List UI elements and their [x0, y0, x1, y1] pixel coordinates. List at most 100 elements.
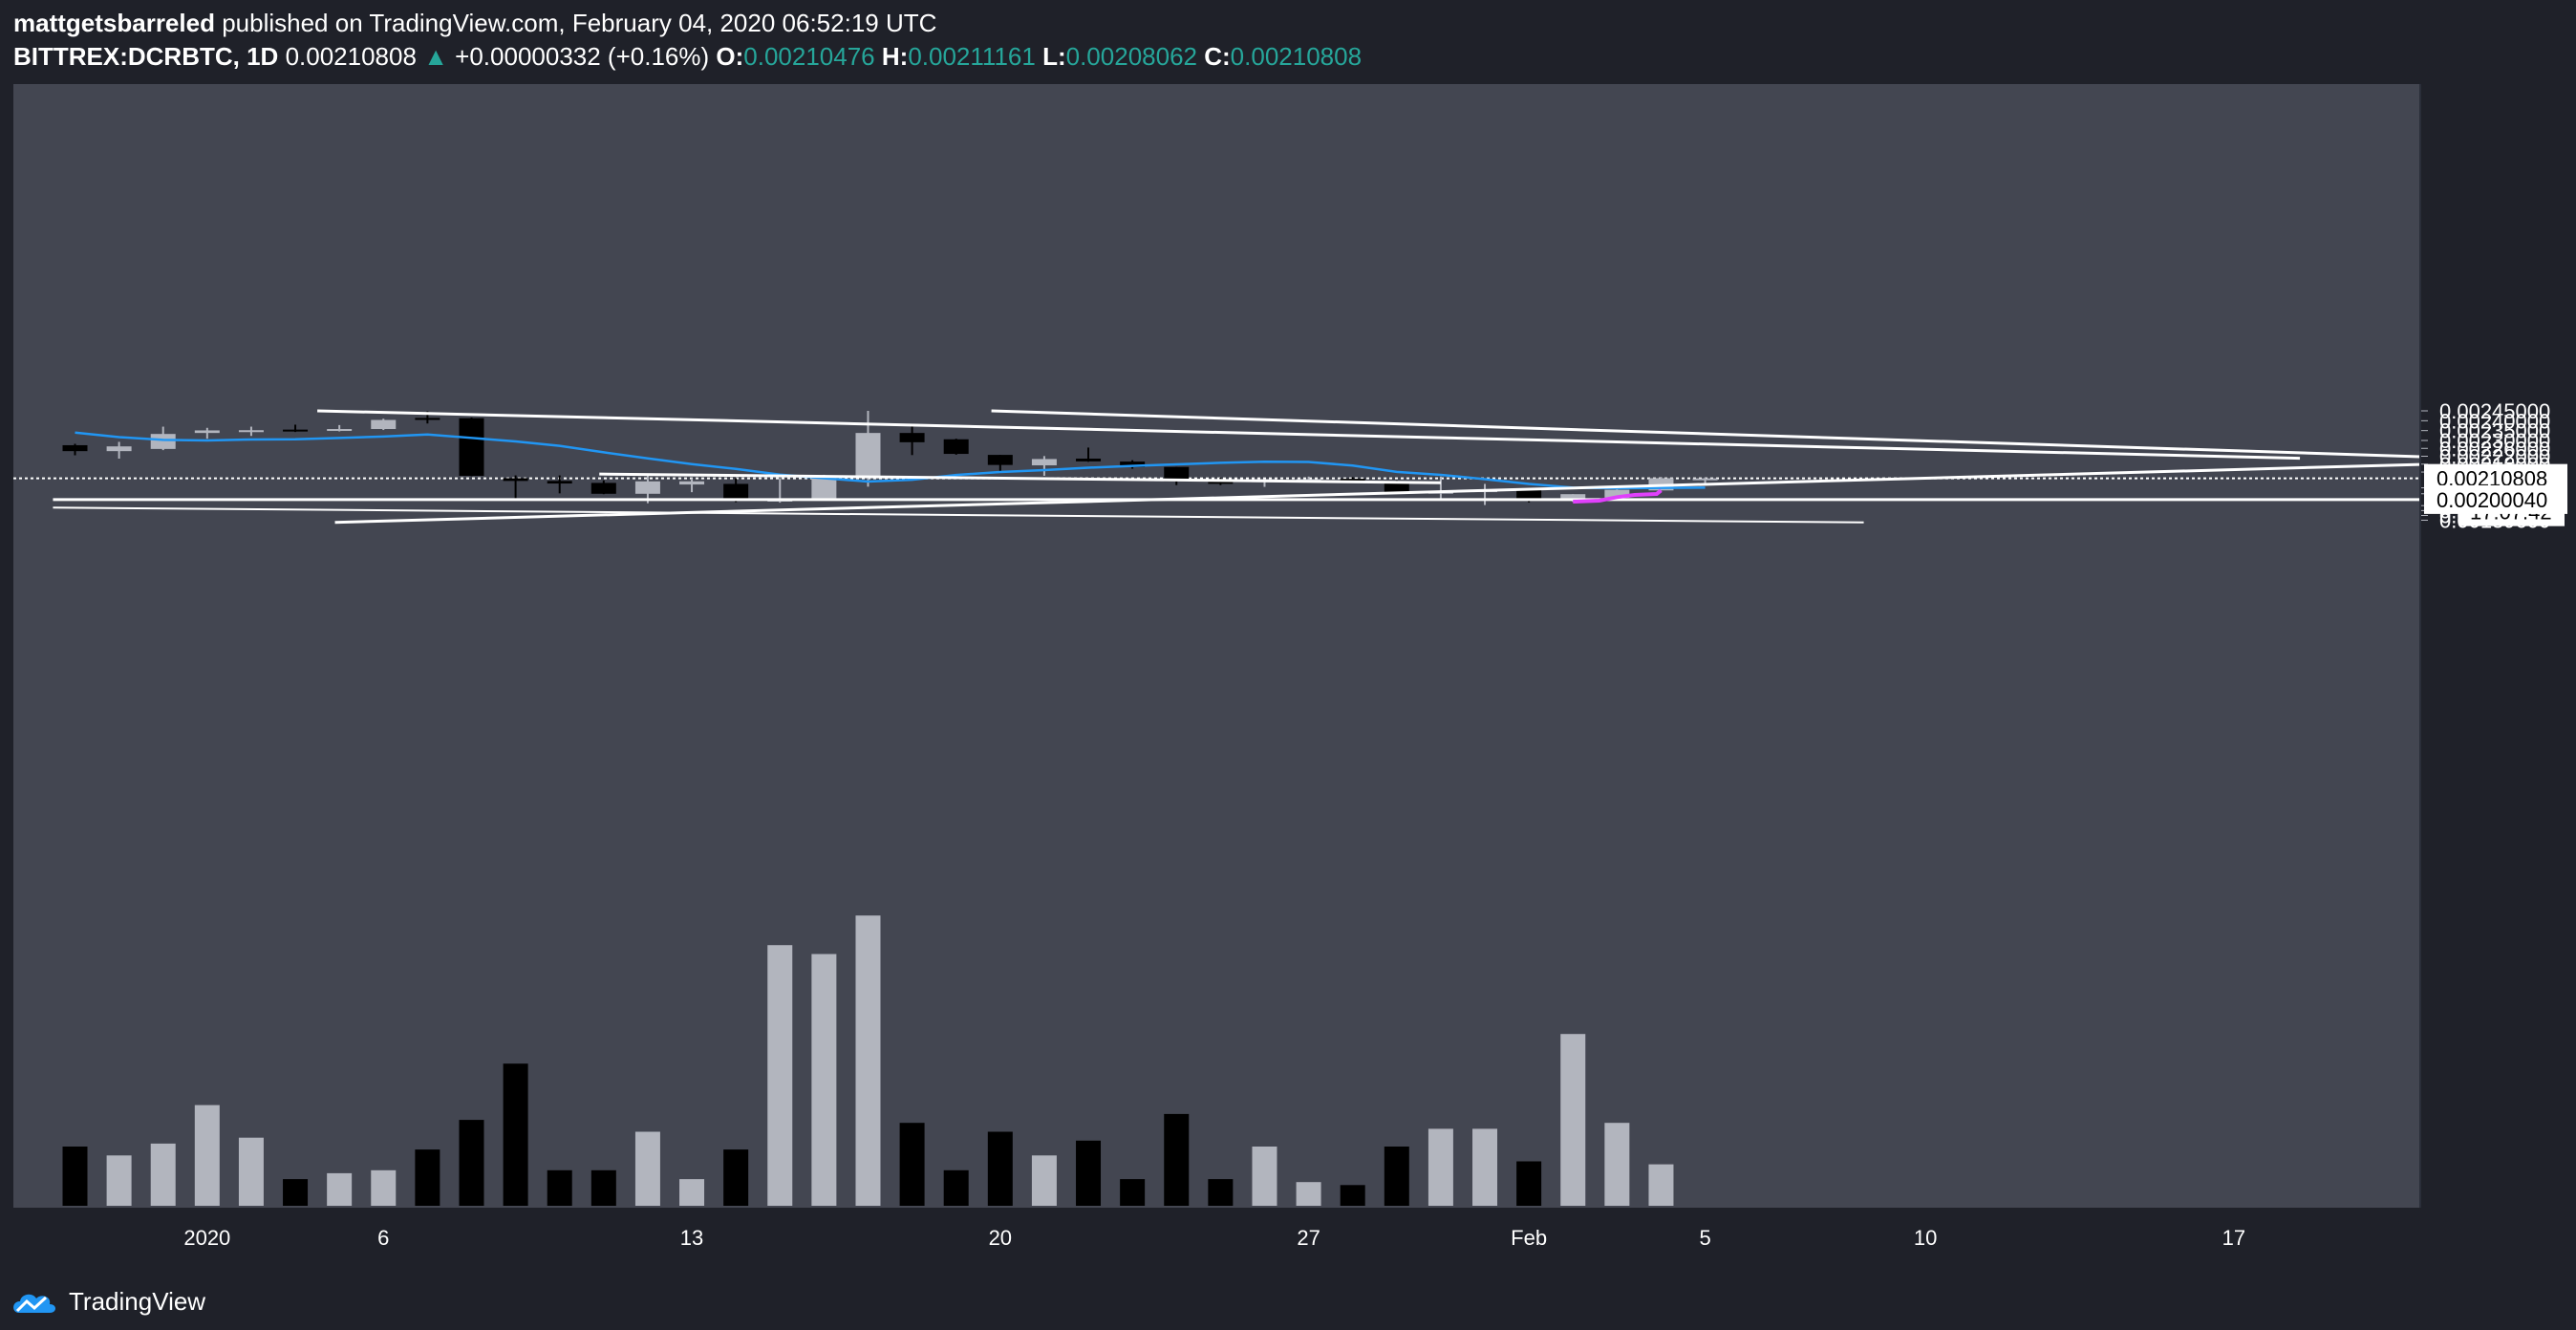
x-tick-label: 17: [2222, 1226, 2245, 1250]
volume-bar: [415, 1149, 440, 1206]
x-tick-label: 27: [1297, 1226, 1320, 1250]
x-tick-label: 10: [1914, 1226, 1937, 1250]
volume-bar: [194, 1105, 220, 1206]
trendline: [317, 409, 2301, 461]
candle-body: [590, 483, 616, 494]
volume-bar: [106, 1155, 132, 1206]
candle-body: [855, 433, 881, 477]
y-tick-label: 0.00235000: [2439, 419, 2550, 443]
y-tick-label: 0.00226000: [2439, 437, 2550, 461]
volume-bar: [855, 915, 881, 1206]
volume-bar: [679, 1179, 705, 1206]
candle-body: [1384, 483, 1409, 494]
volume-bar: [1296, 1182, 1321, 1206]
y-tick-label: 0.00240000: [2439, 409, 2550, 433]
candle-body: [106, 446, 132, 452]
candle-body: [1120, 461, 1146, 467]
candle-body: [679, 481, 705, 485]
open-value: 0.00210476: [743, 42, 875, 71]
plot-area: [13, 409, 2420, 1206]
change-value: +0.00000332 (+0.16%): [455, 42, 710, 71]
volume-bar: [987, 1131, 1013, 1206]
volume-bar: [1076, 1140, 1102, 1206]
volume-bar: [1472, 1128, 1498, 1206]
candle-body: [634, 481, 660, 494]
candle-body: [150, 434, 176, 449]
candle-body: [1076, 459, 1102, 461]
y-tick-label: 0.00230000: [2439, 429, 2550, 453]
volume-bar: [503, 1063, 528, 1206]
x-tick-label: 2020: [183, 1226, 230, 1250]
candle-body: [1164, 466, 1190, 482]
volume-bar: [1340, 1185, 1365, 1206]
volume-bar: [634, 1131, 660, 1206]
candle-body: [283, 429, 309, 432]
volume-bar: [371, 1169, 397, 1206]
volume-bar: [1031, 1155, 1057, 1206]
x-tick-label: 13: [680, 1226, 703, 1250]
volume-bar: [238, 1137, 264, 1206]
candle-body: [1516, 489, 1542, 499]
candle-body: [415, 418, 440, 420]
trendline: [53, 506, 1864, 524]
candle-body: [899, 433, 925, 442]
footer-branding: TradingView: [10, 1287, 205, 1317]
y-tick-label: 0.00245000: [2439, 399, 2550, 423]
candle-body: [987, 455, 1013, 465]
x-tick-label: 5: [1699, 1226, 1710, 1250]
volume-bar: [899, 1123, 925, 1206]
high-label: H:: [881, 42, 909, 71]
volume-bar: [459, 1120, 484, 1206]
chart-header: mattgetsbarreled published on TradingVie…: [13, 6, 1362, 73]
x-tick-label: Feb: [1511, 1226, 1547, 1250]
candle-body: [1692, 478, 1718, 481]
candle-body: [1560, 494, 1586, 501]
volume-bar: [327, 1172, 353, 1206]
candle-body: [62, 444, 88, 452]
candle-body: [327, 429, 353, 432]
volume-bar: [1516, 1161, 1542, 1206]
volume-bar: [1428, 1128, 1453, 1206]
volume-bar: [1164, 1113, 1190, 1206]
chart-pane: [13, 84, 2420, 1208]
x-tick-label: 20: [989, 1226, 1012, 1250]
candle-body: [1031, 459, 1057, 466]
moving-average-line: [75, 431, 1706, 490]
candle-body: [503, 478, 528, 482]
symbol-label[interactable]: BITTREX:DCRBTC, 1D: [13, 42, 279, 71]
candle-body: [238, 430, 264, 433]
price-tag: [2424, 484, 2567, 514]
author-name[interactable]: mattgetsbarreled: [13, 9, 215, 37]
tradingview-cloud-icon[interactable]: [10, 1288, 59, 1317]
volume-bar: [767, 945, 793, 1206]
volume-bar: [1252, 1147, 1277, 1206]
x-tick-label: 6: [377, 1226, 389, 1250]
trendline: [991, 409, 2420, 459]
close-value: 0.00210808: [1230, 42, 1363, 71]
highlight-path: [1573, 488, 1663, 504]
volume-bar: [811, 954, 837, 1206]
published-text: published on TradingView.com, February 0…: [222, 9, 937, 37]
volume-bar: [1648, 1164, 1674, 1206]
candle-body: [547, 481, 572, 484]
volume-bar: [723, 1149, 749, 1206]
volume-bar: [283, 1179, 309, 1206]
volume-bar: [1208, 1179, 1234, 1206]
low-label: L:: [1042, 42, 1066, 71]
candle-body: [723, 483, 749, 500]
close-label: C:: [1204, 42, 1231, 71]
volume-bar: [1560, 1034, 1586, 1206]
volume-bar: [943, 1169, 969, 1206]
price-tag-label: 0.00200040: [2436, 488, 2547, 512]
candle-body: [194, 430, 220, 434]
publish-info: mattgetsbarreled published on TradingVie…: [13, 6, 1362, 40]
high-value: 0.00211161: [908, 42, 1036, 71]
last-price: 0.00210808: [285, 42, 417, 71]
volume-bar: [547, 1169, 572, 1206]
brand-name[interactable]: TradingView: [69, 1287, 206, 1316]
volume-bar: [590, 1169, 616, 1206]
volume-bar: [62, 1147, 88, 1206]
candle-body: [1208, 482, 1234, 484]
volume-bar: [1120, 1179, 1146, 1206]
